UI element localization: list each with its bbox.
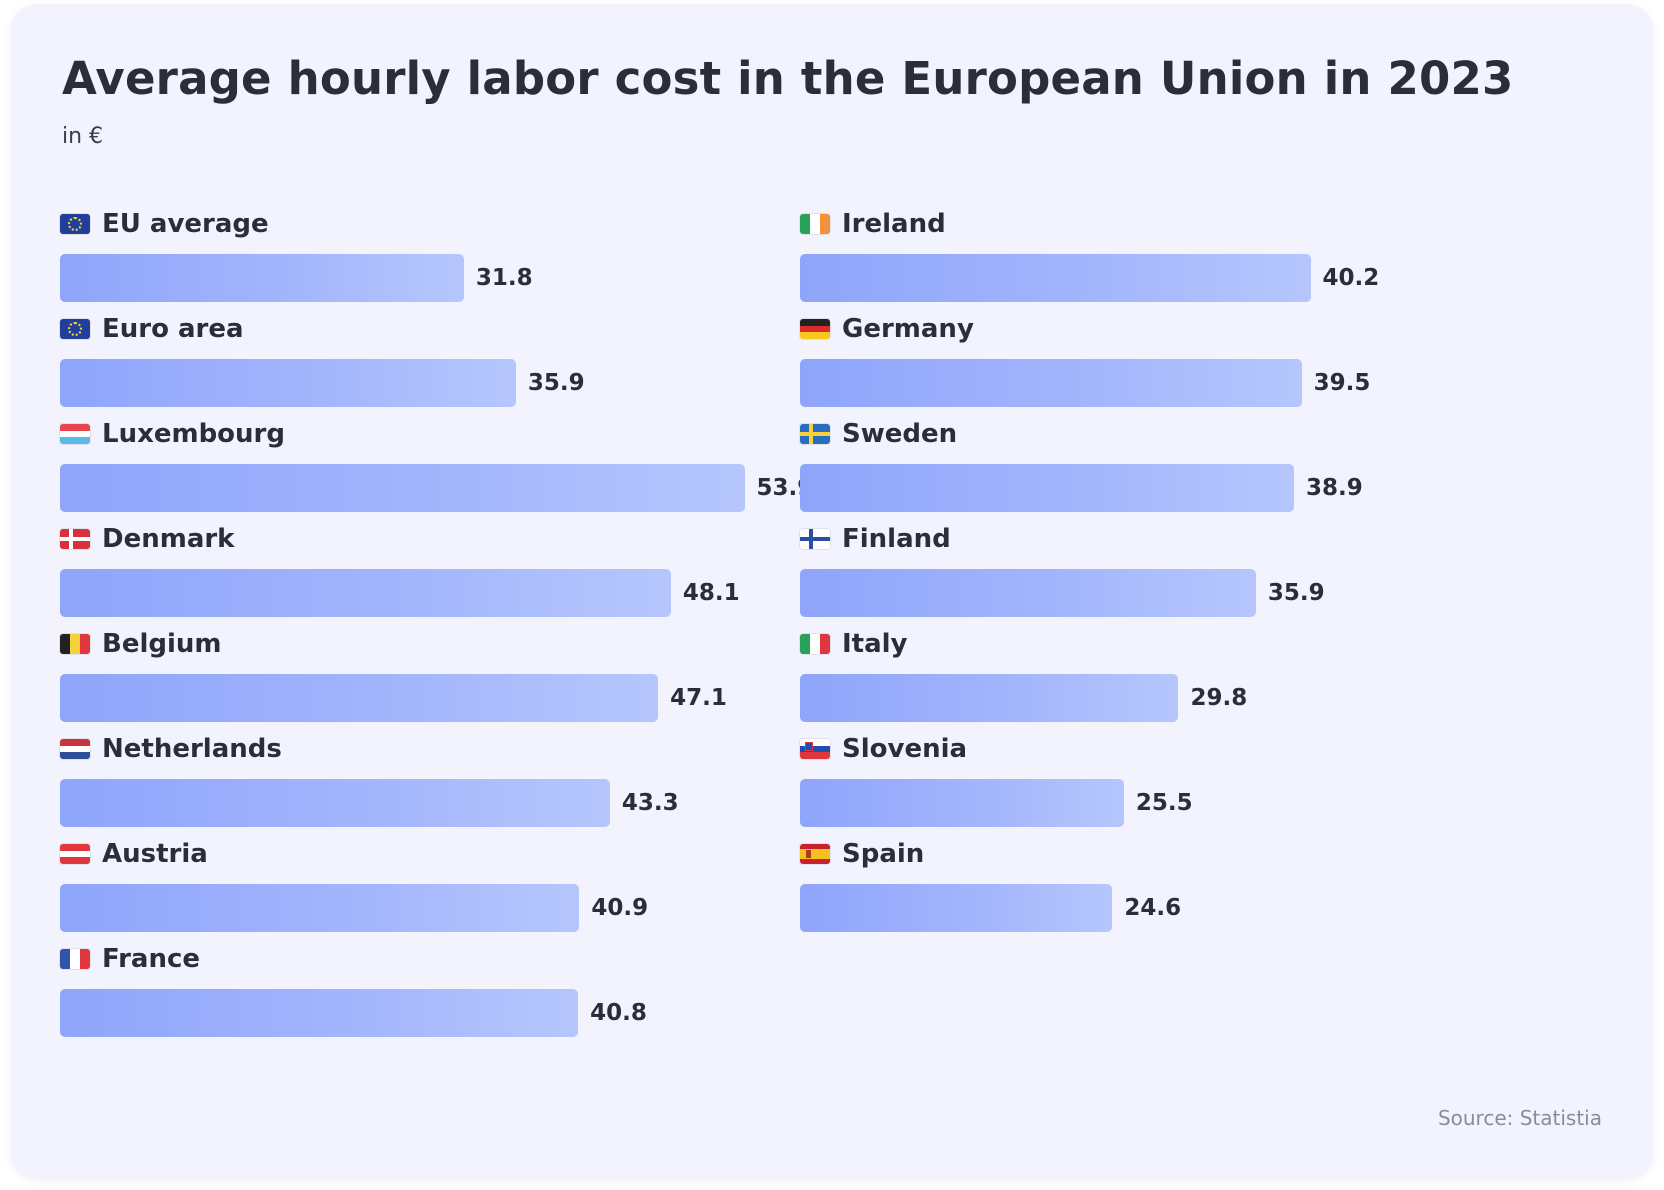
bar-category-label: Belgium: [102, 629, 222, 659]
bar-item-finland: Finland 35.9: [800, 523, 1540, 623]
bar-label-row: Italy: [800, 628, 908, 660]
bar-label-row: Euro area: [60, 313, 244, 345]
bar: [800, 674, 1179, 722]
bar: [800, 359, 1302, 407]
bar-value-label: 25.5: [1135, 790, 1193, 816]
bar-label-row: Austria: [60, 838, 208, 870]
bar-value-label: 47.1: [670, 685, 727, 711]
bar-value-label: 35.9: [1267, 580, 1325, 606]
bar-value-label: 35.9: [527, 370, 585, 396]
bar: [800, 884, 1113, 932]
bar-value-label: 31.8: [475, 265, 533, 291]
bar-label-row: Spain: [800, 838, 924, 870]
bar: [60, 779, 610, 827]
bar-category-label: Sweden: [842, 419, 958, 449]
bar: [800, 254, 1311, 302]
bar-item-spain: Spain 24.6: [800, 838, 1540, 938]
bar-label-row: Finland: [800, 523, 951, 555]
bar-value-label: 43.3: [621, 790, 679, 816]
bar: [800, 464, 1295, 512]
denmark-flag-icon: [60, 529, 90, 549]
bar-value-label: 38.9: [1306, 475, 1363, 501]
bar: [60, 254, 464, 302]
bar-category-label: Spain: [842, 839, 925, 869]
austria-flag-icon: [60, 844, 90, 864]
bar-category-label: Italy: [842, 629, 908, 659]
bar-item-germany: Germany 39.5: [800, 313, 1540, 413]
bar-label-row: France: [60, 943, 200, 975]
bar-item-austria: Austria 40.9: [60, 838, 800, 938]
bar-item-belgium: Belgium 47.1: [60, 628, 800, 728]
sweden-flag-icon: [800, 424, 830, 444]
slovenia-flag-icon: [800, 739, 830, 759]
bar-value-label: 40.2: [1322, 265, 1380, 291]
bar-category-label: Germany: [842, 314, 974, 344]
bar-item-italy: Italy 29.8: [800, 628, 1540, 728]
bar-item-eu-average: EU average 31.8: [60, 208, 800, 308]
italy-flag-icon: [800, 634, 830, 654]
bar: [800, 569, 1256, 617]
spain-flag-icon: [800, 844, 830, 864]
bar: [60, 674, 659, 722]
bar-category-label: Finland: [842, 524, 951, 554]
bar: [60, 884, 580, 932]
belgium-flag-icon: [60, 634, 90, 654]
bar-item-france: France 40.8: [60, 943, 800, 1043]
bar-label-row: Belgium: [60, 628, 222, 660]
bar-label-row: EU average: [60, 208, 269, 240]
bar-value-label: 29.8: [1190, 685, 1248, 711]
bar-category-label: Ireland: [842, 209, 946, 239]
bar-item-denmark: Denmark 48.1: [60, 523, 800, 623]
bar-label-row: Slovenia: [800, 733, 967, 765]
bar-label-row: Ireland: [800, 208, 946, 240]
bar-category-label: Luxembourg: [102, 419, 285, 449]
bar-value-label: 40.9: [591, 895, 649, 921]
bar: [60, 569, 671, 617]
bar-item-slovenia: Slovenia 25.5: [800, 733, 1540, 833]
bar-item-euro-area: Euro area 35.9: [60, 313, 800, 413]
chart-title: Average hourly labor cost in the Europea…: [62, 52, 1514, 105]
luxembourg-flag-icon: [60, 424, 90, 444]
bar-category-label: EU average: [102, 209, 269, 239]
bar-label-row: Germany: [800, 313, 974, 345]
bar-label-row: Netherlands: [60, 733, 282, 765]
bar-label-row: Sweden: [800, 418, 957, 450]
france-flag-icon: [60, 949, 90, 969]
bar-item-luxembourg: Luxembourg 53.9: [60, 418, 813, 518]
bar-item-sweden: Sweden 38.9: [800, 418, 1540, 518]
bar: [800, 779, 1124, 827]
bar-item-ireland: Ireland 40.2: [800, 208, 1540, 308]
bar-category-label: Austria: [102, 839, 208, 869]
bar-category-label: Denmark: [102, 524, 235, 554]
bar-category-label: France: [102, 944, 201, 974]
chart-subtitle: in €: [62, 124, 104, 149]
bar-label-row: Luxembourg: [60, 418, 285, 450]
eu-flag-icon: [60, 214, 90, 234]
bar: [60, 359, 516, 407]
finland-flag-icon: [800, 529, 830, 549]
bar-value-label: 48.1: [682, 580, 740, 606]
bar-category-label: Euro area: [102, 314, 244, 344]
eu-flag-icon: [60, 319, 90, 339]
bar-value-label: 39.5: [1313, 370, 1371, 396]
bar: [60, 989, 579, 1037]
source-note: Source: Statistia: [1437, 1106, 1602, 1130]
ireland-flag-icon: [800, 214, 830, 234]
germany-flag-icon: [800, 319, 830, 339]
bar-item-netherlands: Netherlands 43.3: [60, 733, 800, 833]
bar-value-label: 40.8: [590, 1000, 647, 1026]
netherlands-flag-icon: [60, 739, 90, 759]
bar-label-row: Denmark: [60, 523, 234, 555]
bar-category-label: Netherlands: [102, 734, 282, 764]
bar: [60, 464, 745, 512]
bar-category-label: Slovenia: [842, 734, 968, 764]
bar-value-label: 24.6: [1124, 895, 1182, 921]
